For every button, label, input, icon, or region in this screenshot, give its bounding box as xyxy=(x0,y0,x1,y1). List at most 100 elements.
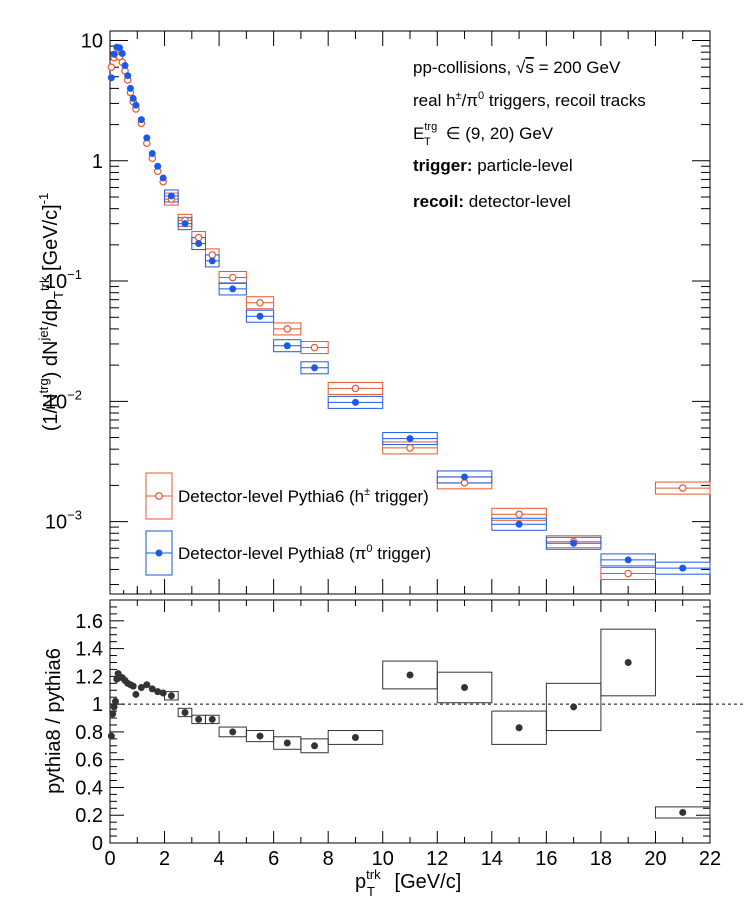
point-pythia8 xyxy=(143,134,151,142)
x-tick-label: 2 xyxy=(159,848,170,870)
sqrt-symbol: √ xyxy=(516,58,526,77)
point-pythia8 xyxy=(461,473,469,481)
point-pythia8 xyxy=(283,342,291,350)
top-y-tick-label: 10 xyxy=(81,31,103,53)
point-pythia8 xyxy=(256,312,264,320)
point-pythia8 xyxy=(229,285,237,293)
ratio-point xyxy=(148,685,156,693)
point-pythia8 xyxy=(351,398,359,406)
ratio-y-tick-label: 0.6 xyxy=(75,750,103,772)
ratio-point xyxy=(129,682,137,690)
point-pythia8 xyxy=(570,539,578,547)
point-pythia8 xyxy=(679,564,687,572)
ratio-point xyxy=(143,681,151,689)
annotation-energy: Etrg T ∈ (9, 20) GeV xyxy=(413,121,554,148)
ratio-point xyxy=(283,739,291,747)
ratio-y-axis-label: pythia8 / pythia6 xyxy=(43,648,65,794)
point-pythia6 xyxy=(351,384,360,393)
point-pythia8 xyxy=(624,556,632,564)
top-y-tick-label: 10−2 xyxy=(45,387,82,413)
point-pythia6 xyxy=(515,510,523,519)
y-label-part-5: T xyxy=(51,291,66,299)
ratio-error-box xyxy=(300,738,329,754)
ratio-point xyxy=(256,732,264,740)
point-pythia6 xyxy=(208,251,217,259)
x-axis-label: ptrk T [GeV/c] xyxy=(355,867,461,899)
ratio-error-box xyxy=(177,707,193,718)
legend: Detector-level Pythia6 (h± trigger) Dete… xyxy=(145,472,431,576)
ratio-y-tick-label: 0.8 xyxy=(75,722,103,744)
point-pythia6 xyxy=(283,325,292,333)
annotation-triggers: real h±/π0 triggers, recoil tracks xyxy=(413,90,646,110)
ratio-error-box xyxy=(600,628,656,697)
point-pythia6 xyxy=(310,343,319,352)
y-label-part-2: ) dN xyxy=(40,341,62,379)
ratio-point xyxy=(195,715,203,723)
ratio-error-boxes xyxy=(164,628,711,819)
legend-marker-pythia8 xyxy=(155,549,163,557)
ratio-point xyxy=(461,683,469,691)
top-data-markers xyxy=(107,43,687,578)
y-label-part-3: jet xyxy=(36,326,51,341)
ratio-y-tick-label: 0.2 xyxy=(75,805,103,827)
x-tick-label: 6 xyxy=(268,848,279,870)
point-pythia8 xyxy=(107,74,115,82)
point-pythia8 xyxy=(110,50,118,58)
ratio-y-tick-label: 1.6 xyxy=(75,611,103,633)
point-pythia8 xyxy=(311,364,319,372)
ratio-point xyxy=(679,808,687,816)
point-pythia8 xyxy=(208,257,216,265)
x-tick-labels: 0 2 4 6 8 10 12 14 16 18 20 22 xyxy=(104,848,721,870)
point-pythia8 xyxy=(121,61,129,69)
annotation-recoil-level: recoil: detector-level xyxy=(413,192,571,211)
tick-base: 10 xyxy=(45,271,67,293)
annotation-block: pp-collisions, √s = 200 GeV real h±/π0 t… xyxy=(413,58,646,211)
ratio-point xyxy=(208,715,216,723)
ratio-point xyxy=(515,724,523,732)
x-tick-label: 22 xyxy=(699,848,721,870)
ratio-point xyxy=(229,728,237,736)
ratio-point xyxy=(111,697,119,705)
ratio-error-box xyxy=(245,730,275,743)
ratio-point xyxy=(159,689,167,697)
annotation-collisions: pp-collisions, √s = 200 GeV xyxy=(413,58,621,77)
y-label-part-4: /dp xyxy=(40,299,62,327)
ratio-error-box xyxy=(327,730,384,745)
y-label-part-1: trg xyxy=(36,378,51,393)
point-pythia8 xyxy=(148,149,156,157)
ratio-point xyxy=(624,658,632,666)
tick-base: 10 xyxy=(45,391,67,413)
ratio-panel: 00.20.40.60.811.21.41.6 0 2 4 6 8 10 12 14 16 18 2… xyxy=(43,599,744,899)
point-pythia8 xyxy=(154,162,162,170)
x-tick-label: 16 xyxy=(535,848,557,870)
ratio-y-tick-labels: 0 0.2 0.4 0.6 0.8 1 1.2 1.4 1.6 xyxy=(75,611,103,855)
ratio-point xyxy=(110,703,118,711)
point-pythia6 xyxy=(194,233,203,242)
y-label-part-0: (1/N xyxy=(40,393,62,431)
point-pythia8 xyxy=(137,116,145,124)
annotation-trigger-level: trigger: particle-level xyxy=(413,156,573,175)
legend-marker-pythia6 xyxy=(155,492,163,500)
x-tick-label: 10 xyxy=(372,848,394,870)
ratio-error-box xyxy=(654,806,711,819)
point-pythia6 xyxy=(460,479,469,487)
point-pythia8 xyxy=(159,174,167,182)
point-pythia8 xyxy=(129,94,137,102)
x-tick-label: 20 xyxy=(644,848,666,870)
point-pythia8 xyxy=(515,520,523,528)
ratio-point xyxy=(154,688,162,696)
y-label-part-7: [GeV/c] xyxy=(40,204,62,276)
top-axis-ticks xyxy=(109,31,711,594)
x-tick-label: 12 xyxy=(426,848,448,870)
x-tick-label: 8 xyxy=(323,848,334,870)
legend-label-pythia6: Detector-level Pythia6 (h± trigger) xyxy=(178,486,429,506)
point-pythia8 xyxy=(167,192,175,200)
ratio-point xyxy=(351,733,359,741)
ratio-error-box xyxy=(436,671,493,704)
ratio-data-markers xyxy=(107,658,687,816)
ratio-point xyxy=(181,708,189,716)
x-tick-label: 18 xyxy=(590,848,612,870)
